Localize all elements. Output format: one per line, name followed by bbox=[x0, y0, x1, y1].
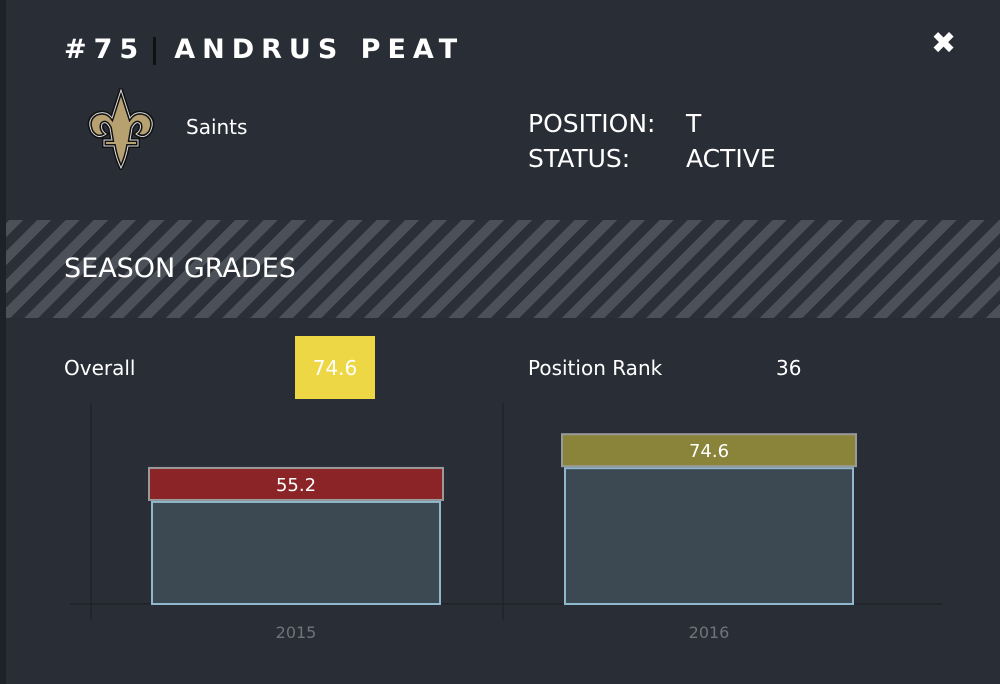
player-modal: #75 ANDRUS PEAT ✖ Saints POSITION: T STATU… bbox=[6, 0, 1000, 684]
bar-label-box-2016 bbox=[561, 433, 857, 468]
overall-label: Overall bbox=[64, 356, 136, 380]
section-banner: SEASON GRADES bbox=[6, 220, 1000, 318]
position-value: T bbox=[686, 109, 702, 138]
status-label: STATUS: bbox=[528, 144, 631, 173]
data-label-2016: 74.6 bbox=[689, 441, 729, 462]
bar-2015 bbox=[151, 500, 441, 605]
close-icon[interactable]: ✖ bbox=[931, 26, 957, 61]
position-rank-label: Position Rank bbox=[528, 356, 663, 380]
overall-grade-badge: 74.6 bbox=[295, 336, 375, 399]
bar-label-box-2015 bbox=[148, 466, 444, 501]
player-title: #75 ANDRUS PEAT bbox=[64, 34, 464, 65]
title-divider bbox=[153, 36, 157, 65]
x-tick-label: 2015 bbox=[276, 623, 317, 642]
data-label-2015: 55.2 bbox=[276, 475, 316, 496]
player-name: ANDRUS PEAT bbox=[174, 34, 465, 65]
fleur-de-lis-logo bbox=[87, 88, 155, 170]
x-tick-label: 2016 bbox=[689, 623, 730, 642]
player-number: #75 bbox=[64, 34, 146, 65]
team-name: Saints bbox=[186, 115, 248, 139]
section-title: SEASON GRADES bbox=[64, 253, 296, 284]
player-info: POSITION: T STATUS: ACTIVE bbox=[528, 106, 776, 176]
bar-2016 bbox=[564, 467, 854, 606]
position-rank-value: 36 bbox=[776, 356, 802, 380]
position-label: POSITION: bbox=[528, 109, 656, 138]
status-value: ACTIVE bbox=[686, 144, 776, 173]
season-grades-chart: 55.2 2015 74.6 2016 bbox=[70, 403, 942, 642]
